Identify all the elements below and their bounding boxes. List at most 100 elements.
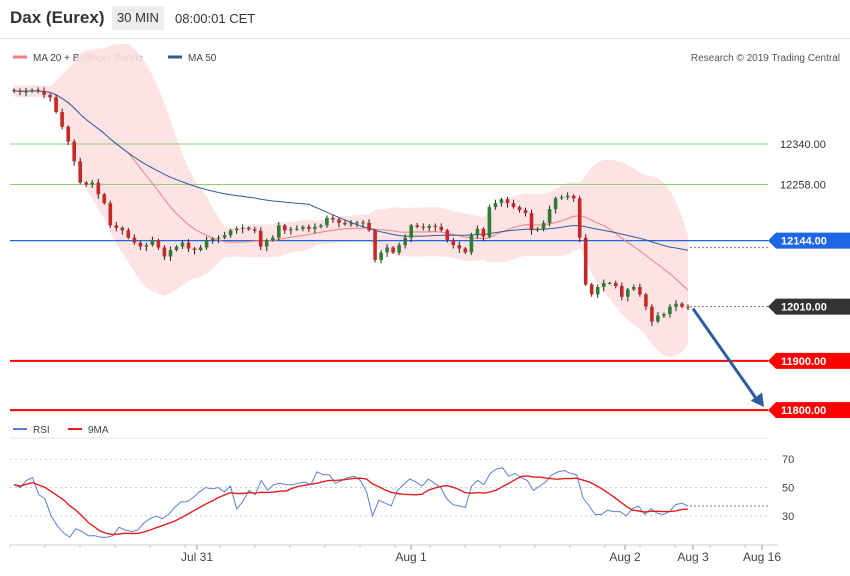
candle <box>602 279 606 292</box>
candle-body <box>487 207 492 237</box>
candle-body <box>36 89 40 91</box>
candle <box>36 87 40 94</box>
candle-body <box>349 223 353 225</box>
candle <box>30 88 34 93</box>
candle-body <box>355 222 359 224</box>
candle <box>457 241 462 253</box>
candle-body <box>72 141 76 162</box>
candle-body <box>96 182 101 195</box>
timeframe-badge[interactable]: 30 MIN <box>112 6 164 30</box>
candle-body <box>391 247 395 253</box>
candle <box>559 194 564 200</box>
candle <box>114 221 119 232</box>
candle-body <box>403 237 407 246</box>
projection-arrow <box>691 307 764 408</box>
candle-body <box>325 218 329 226</box>
candle <box>126 227 131 240</box>
candle <box>379 250 383 264</box>
candle <box>277 221 281 241</box>
candle-body <box>198 247 203 250</box>
candle-body <box>78 161 82 183</box>
candle-body <box>367 222 371 231</box>
x-tick-label: Jul 31 <box>181 550 213 564</box>
legend-label: 9MA <box>88 425 109 436</box>
candle <box>198 245 203 252</box>
candle-body <box>319 225 323 227</box>
candle-body <box>240 227 245 229</box>
candle <box>48 93 52 102</box>
header-divider <box>0 38 850 39</box>
candle <box>24 87 28 97</box>
level-label: 12258.00 <box>780 179 826 191</box>
candle-body <box>626 289 630 297</box>
candle-body <box>289 229 293 231</box>
candle-body <box>271 237 275 241</box>
candle-body <box>307 226 311 229</box>
candle-body <box>541 222 546 229</box>
candle <box>463 247 468 254</box>
candle <box>553 196 558 214</box>
candle-body <box>361 222 365 224</box>
candle <box>475 225 480 239</box>
candle-body <box>674 303 678 307</box>
candle-body <box>445 230 450 241</box>
candle-body <box>421 226 425 228</box>
candle <box>650 304 654 326</box>
candle-body <box>620 286 624 297</box>
candle <box>325 215 329 228</box>
candle <box>252 226 257 234</box>
candle <box>228 228 233 238</box>
candle <box>102 192 107 205</box>
candle-body <box>60 112 64 127</box>
candle <box>180 240 185 250</box>
candle <box>18 88 22 96</box>
level-tag-bg <box>768 402 850 419</box>
candle <box>96 179 101 199</box>
candle <box>439 223 444 232</box>
candle <box>331 214 335 223</box>
candle-body <box>511 203 516 208</box>
candle-body <box>608 283 612 284</box>
candle-body <box>433 225 437 227</box>
candle <box>403 234 407 249</box>
x-tick-label: Aug 3 <box>677 550 709 564</box>
candle-body <box>301 226 305 229</box>
candle-body <box>186 242 191 249</box>
candle <box>499 197 504 207</box>
candle <box>156 238 161 250</box>
candle-body <box>650 306 654 322</box>
candle <box>60 108 64 130</box>
candle-body <box>577 198 582 238</box>
candle-body <box>246 227 251 230</box>
level-label: 12144.00 <box>781 236 827 248</box>
candle <box>571 194 576 202</box>
candle-body <box>409 225 413 238</box>
candle-body <box>150 240 155 245</box>
candle-body <box>138 242 143 247</box>
candle-body <box>505 199 510 204</box>
candle <box>78 157 82 184</box>
candle-body <box>295 228 299 230</box>
candle <box>409 223 413 243</box>
candle <box>529 209 534 235</box>
candle <box>481 227 486 242</box>
candle <box>132 234 137 246</box>
candle <box>511 199 516 209</box>
candle-body <box>264 240 269 247</box>
arrow-head <box>750 392 764 408</box>
candle <box>42 87 46 99</box>
level-tag: 11800.00 <box>768 402 850 419</box>
candle <box>192 247 197 255</box>
candle-body <box>553 198 558 210</box>
candle-body <box>30 89 34 92</box>
candle <box>680 302 684 309</box>
candle-body <box>42 90 46 95</box>
candle-body <box>614 283 618 286</box>
candle <box>54 94 58 114</box>
candle-body <box>523 210 528 214</box>
level-tag: 12144.00 <box>768 232 850 249</box>
candle-body <box>180 242 185 247</box>
candle <box>541 220 546 232</box>
candle-body <box>132 237 137 243</box>
candle <box>626 287 630 302</box>
